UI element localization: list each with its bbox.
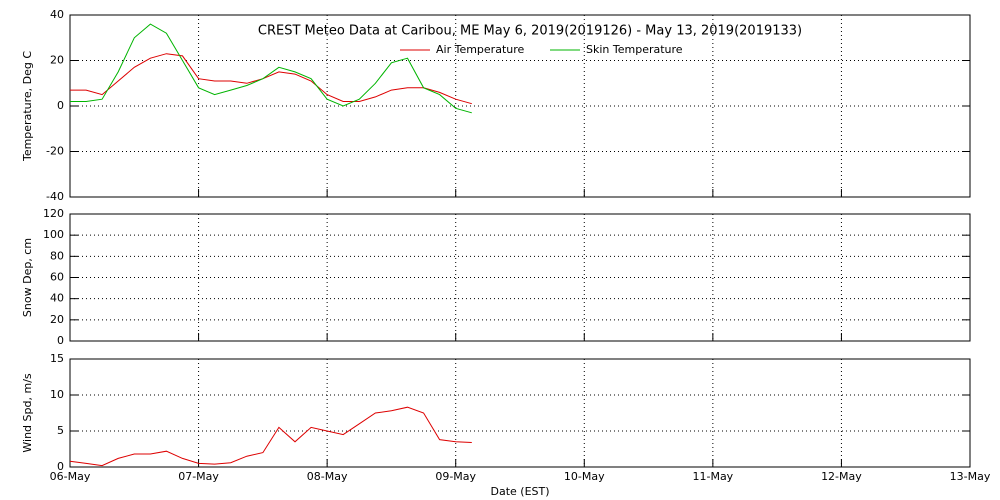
plot-frame [69,14,971,198]
y-tick-label: -40 [46,190,64,203]
x-tick-label: 08-May [307,470,348,483]
y-axis-label: Snow Dep, cm [21,238,34,317]
legend-label: Skin Temperature [586,43,683,56]
x-tick-label: 12-May [821,470,862,483]
y-tick-label: 10 [50,388,64,401]
y-axis-label: Temperature, Deg C [21,51,34,162]
x-tick-label: 11-May [692,470,733,483]
y-tick-label: 60 [50,271,64,284]
x-tick-label: 07-May [178,470,219,483]
chart-title: CREST Meteo Data at Caribou, ME May 6, 2… [258,24,802,39]
x-tick-label: 13-May [950,470,991,483]
x-tick-label: 10-May [564,470,605,483]
data-line [70,53,472,105]
y-tick-label: 0 [57,334,64,347]
y-tick-label: 100 [43,228,64,241]
x-axis-label: Date (EST) [490,485,549,498]
plot-frame [69,358,971,468]
y-tick-label: 5 [57,424,64,437]
y-tick-label: 20 [50,54,64,67]
data-line [70,23,472,114]
plot-frame [69,213,971,342]
y-tick-label: -20 [46,145,64,158]
x-tick-label: 06-May [50,470,91,483]
y-tick-label: 120 [43,207,64,220]
y-tick-label: 0 [57,99,64,112]
x-tick-label: 09-May [435,470,476,483]
y-tick-label: 80 [50,249,64,262]
y-tick-label: 0 [57,460,64,473]
y-tick-label: 40 [50,292,64,305]
y-tick-label: 20 [50,313,64,326]
legend-label: Air Temperature [436,43,525,56]
data-line [69,406,472,467]
y-axis-label: Wind Spd, m/s [21,373,34,453]
y-tick-label: 40 [50,8,64,21]
y-tick-label: 15 [50,352,64,365]
